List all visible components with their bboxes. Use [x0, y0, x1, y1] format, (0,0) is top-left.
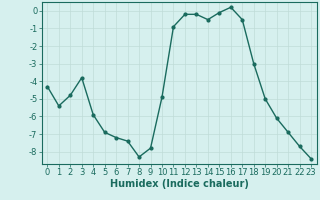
- X-axis label: Humidex (Indice chaleur): Humidex (Indice chaleur): [110, 179, 249, 189]
